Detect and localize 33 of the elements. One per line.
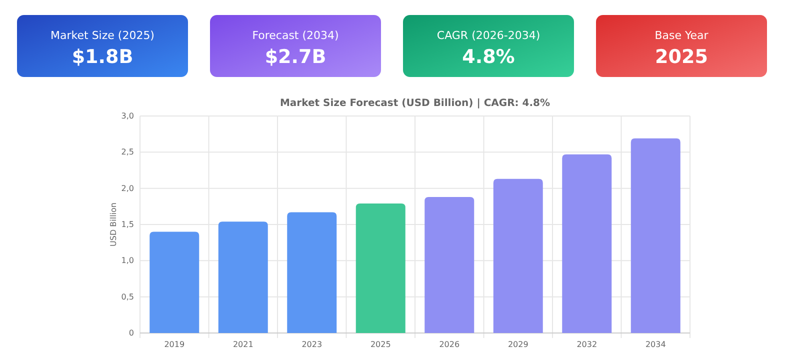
text: 4.8% (462, 46, 515, 68)
x-tick-label: 2019 (164, 340, 185, 349)
bar (424, 197, 474, 333)
text: $1.8B (72, 46, 134, 68)
text: Base Year (654, 29, 709, 42)
x-tick-label: 2021 (232, 340, 254, 349)
y-tick-label: 0,5 (121, 292, 134, 302)
y-axis-title: USD Billion (109, 202, 118, 246)
y-tick-label: 3,0 (121, 112, 134, 121)
x-tick-label: 2025 (370, 340, 391, 349)
y-tick-label: 2,5 (121, 148, 134, 157)
bar (287, 212, 337, 333)
text: CAGR (2026-2034) (436, 29, 540, 42)
text: Market Size (2025) (50, 29, 154, 42)
x-tick-label: 2032 (576, 340, 598, 349)
y-tick-label: 2,0 (121, 184, 134, 193)
y-tick-label: 0 (128, 328, 134, 338)
bar (218, 222, 268, 333)
bar (356, 204, 406, 333)
text: $2.7B (264, 46, 326, 68)
text: 2025 (655, 46, 708, 68)
x-tick-label: 2029 (508, 340, 528, 349)
text: Forecast (2034) (252, 29, 339, 42)
x-tick-label: 2034 (645, 340, 666, 349)
chart-title: Market Size Forecast (USD Billion) | CAGR: 4.8% (280, 98, 550, 109)
y-tick-label: 1,5 (121, 220, 134, 230)
bar (562, 154, 612, 333)
bar (630, 138, 680, 333)
x-tick-label: 2023 (302, 340, 322, 349)
bar (493, 178, 543, 333)
x-tick-label: 2026 (439, 340, 460, 349)
y-tick-label: 1,0 (121, 256, 134, 266)
bar (150, 232, 200, 333)
